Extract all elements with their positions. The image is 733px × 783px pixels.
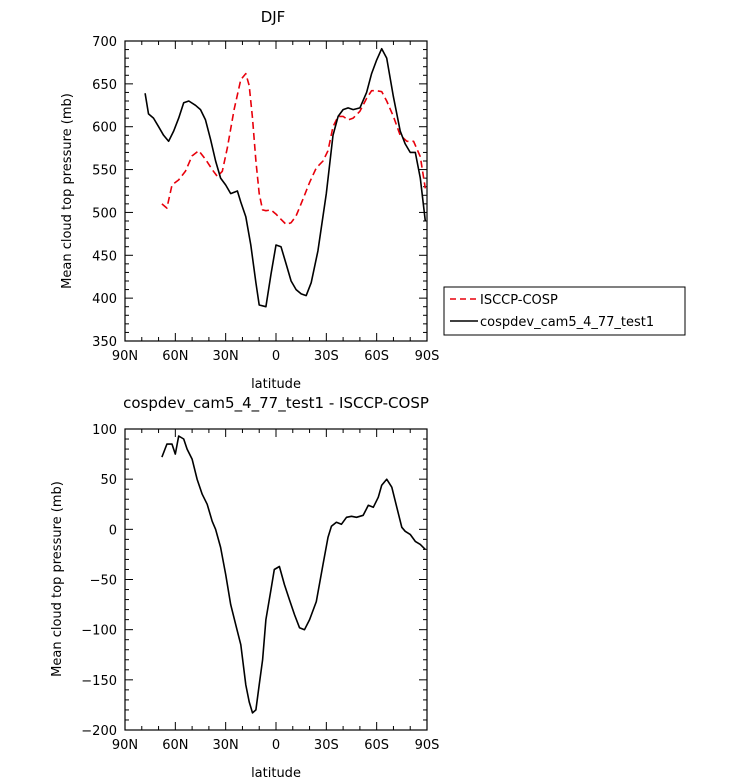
top-y-tick-label: 450 — [92, 249, 117, 264]
bottom-x-tick-label: 60N — [162, 738, 188, 753]
top-y-tick-label: 550 — [92, 164, 117, 179]
bottom-x-tick-label: 0 — [272, 738, 280, 753]
top-y-tick-label: 500 — [92, 206, 117, 221]
bottom-y-tick-label: −150 — [81, 674, 117, 689]
legend-label-isccp-cosp: ISCCP-COSP — [480, 293, 558, 308]
bottom-ticks — [124, 428, 428, 731]
bottom-y-tick-label: −200 — [81, 724, 117, 739]
bottom-tick-labels: 90N 60N 30N 0 30S 60S 90S −200 −150 −100 −50 0 50 100 — [81, 423, 439, 753]
bottom-y-axis-label: Mean cloud top pressure (mb) — [50, 481, 65, 677]
top-series-line-cospdev-cam5-4-77-test1 — [144, 47, 427, 308]
bottom-x-tick-label: 90S — [415, 738, 440, 753]
top-x-tick-label: 0 — [272, 349, 280, 364]
top-x-tick-label: 60S — [364, 349, 389, 364]
bottom-y-tick-label: −50 — [90, 574, 117, 589]
top-y-axis-label: Mean cloud top pressure (mb) — [60, 93, 75, 289]
bottom-x-tick-label: 30S — [314, 738, 339, 753]
top-y-tick-label: 700 — [92, 35, 117, 50]
bottom-panel: cospdev_cam5_4_77_test1 - ISCCP-COSP 90N… — [50, 394, 439, 781]
top-x-tick-label: 90N — [112, 349, 138, 364]
bottom-y-tick-label: 50 — [100, 473, 117, 488]
top-y-tick-label: 400 — [92, 292, 117, 307]
bottom-series-line-difference — [161, 435, 426, 714]
top-chart-title: DJF — [261, 8, 286, 26]
legend: ISCCP-COSP cospdev_cam5_4_77_test1 — [443, 286, 686, 336]
bottom-y-tick-label: 100 — [92, 423, 117, 438]
top-series-line-isccp-cosp — [161, 72, 427, 226]
bottom-plot-frame — [124, 428, 428, 731]
bottom-y-tick-label: −100 — [81, 624, 117, 639]
top-y-tick-label: 650 — [92, 78, 117, 93]
bottom-chart-title: cospdev_cam5_4_77_test1 - ISCCP-COSP — [123, 394, 429, 413]
top-x-tick-label: 90S — [415, 349, 440, 364]
bottom-x-tick-label: 60S — [364, 738, 389, 753]
top-series-lines — [144, 47, 427, 308]
top-ticks — [124, 40, 428, 342]
top-x-tick-label: 30S — [314, 349, 339, 364]
top-y-tick-label: 350 — [92, 335, 117, 350]
bottom-x-tick-label: 30N — [213, 738, 239, 753]
top-panel: DJF 90N 60N 30N 0 30S 60S 90S 350 400 450 500 550 60… — [60, 8, 439, 392]
top-x-axis-label: latitude — [251, 377, 301, 392]
bottom-x-tick-label: 90N — [112, 738, 138, 753]
bottom-x-axis-label: latitude — [251, 766, 301, 781]
bottom-series-lines — [161, 435, 426, 714]
top-tick-labels: 90N 60N 30N 0 30S 60S 90S 350 400 450 500 550 600 650… — [92, 35, 439, 364]
legend-box — [443, 286, 686, 336]
top-y-tick-label: 600 — [92, 121, 117, 136]
top-x-tick-label: 30N — [213, 349, 239, 364]
top-x-tick-label: 60N — [162, 349, 188, 364]
bottom-y-tick-label: 0 — [109, 523, 117, 538]
legend-label-cospdev: cospdev_cam5_4_77_test1 — [480, 315, 654, 330]
